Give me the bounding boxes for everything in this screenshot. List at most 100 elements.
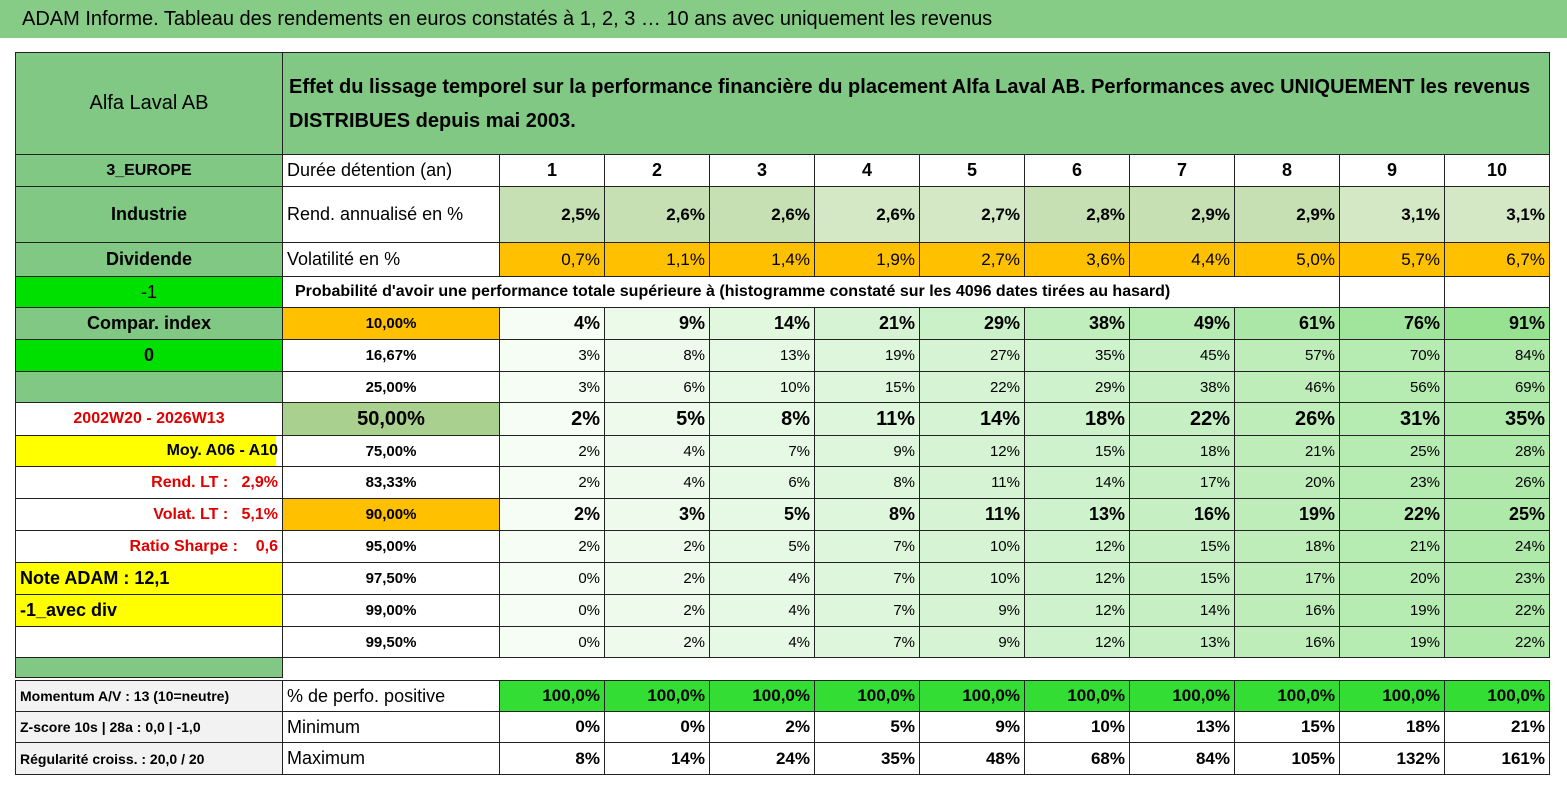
probability-value: 15% xyxy=(1025,436,1130,467)
year: 4 xyxy=(815,155,920,187)
probability-value: 18% xyxy=(1025,403,1130,436)
probability-value: 11% xyxy=(815,403,920,436)
summary-side: Momentum A/V : 13 (10=neutre) xyxy=(15,680,283,712)
summary-value: 9% xyxy=(920,712,1025,743)
row-label: Maximum xyxy=(283,743,500,775)
probability-value: 3% xyxy=(500,372,605,403)
probability-value: 22% xyxy=(920,372,1025,403)
probability-value: 2% xyxy=(500,531,605,563)
return-value: 2,6% xyxy=(605,187,710,243)
probability-value: 16% xyxy=(1235,627,1340,658)
summary-value: 0% xyxy=(500,712,605,743)
side-label: -1_avec div xyxy=(15,595,283,627)
probability-value: 19% xyxy=(815,340,920,372)
probability-value: 9% xyxy=(605,308,710,340)
probability-value: 56% xyxy=(1340,372,1445,403)
return-value: 2,5% xyxy=(500,187,605,243)
year: 6 xyxy=(1025,155,1130,187)
summary-value: 100,0% xyxy=(1130,680,1235,712)
volatility-value: 5,7% xyxy=(1340,243,1445,277)
probability-value: 45% xyxy=(1130,340,1235,372)
probability-value: 11% xyxy=(920,499,1025,531)
probability-value: 26% xyxy=(1445,467,1550,499)
threshold: 16,67% xyxy=(283,340,500,372)
probability-value: 0% xyxy=(500,595,605,627)
probability-value: 6% xyxy=(605,372,710,403)
probability-value: 13% xyxy=(710,340,815,372)
summary-value: 100,0% xyxy=(500,680,605,712)
side-label: 0 xyxy=(15,340,283,372)
threshold: 50,00% xyxy=(283,403,500,436)
probability-value: 14% xyxy=(920,403,1025,436)
probability-value: 16% xyxy=(1130,499,1235,531)
summary-value: 161% xyxy=(1445,743,1550,775)
probability-value: 24% xyxy=(1445,531,1550,563)
summary-value: 105% xyxy=(1235,743,1340,775)
probability-value: 21% xyxy=(815,308,920,340)
probability-value: 5% xyxy=(710,499,815,531)
side-empty xyxy=(15,658,283,678)
probability-value: 23% xyxy=(1340,467,1445,499)
probability-value: 4% xyxy=(710,627,815,658)
probability-value: 29% xyxy=(920,308,1025,340)
probability-value: 12% xyxy=(1025,595,1130,627)
return-value: 2,6% xyxy=(710,187,815,243)
side-label: Compar. index xyxy=(15,308,283,340)
summary-value: 10% xyxy=(1025,712,1130,743)
probability-value: 38% xyxy=(1025,308,1130,340)
probability-value: 0% xyxy=(500,563,605,595)
probability-value: 25% xyxy=(1445,499,1550,531)
probability-value: 2% xyxy=(605,627,710,658)
probability-value: 2% xyxy=(500,499,605,531)
probability-value: 8% xyxy=(815,467,920,499)
probability-value: 14% xyxy=(1025,467,1130,499)
volatility-value: 1,9% xyxy=(815,243,920,277)
summary-side: Z-score 10s | 28a : 0,0 | -1,0 xyxy=(15,712,283,743)
probability-value: 20% xyxy=(1235,467,1340,499)
summary-value: 100,0% xyxy=(605,680,710,712)
probability-value: 5% xyxy=(605,403,710,436)
probability-value: 27% xyxy=(920,340,1025,372)
probability-value: 12% xyxy=(1025,563,1130,595)
year: 2 xyxy=(605,155,710,187)
year: 8 xyxy=(1235,155,1340,187)
return-value: 2,9% xyxy=(1130,187,1235,243)
probability-value: 35% xyxy=(1445,403,1550,436)
summary-value: 100,0% xyxy=(1445,680,1550,712)
summary-value: 0% xyxy=(605,712,710,743)
volatility-value: 6,7% xyxy=(1445,243,1550,277)
summary-value: 2% xyxy=(710,712,815,743)
return-value: 2,9% xyxy=(1235,187,1340,243)
probability-value: 61% xyxy=(1235,308,1340,340)
probability-value: 10% xyxy=(920,563,1025,595)
probability-value: 14% xyxy=(1130,595,1235,627)
return-value: 2,7% xyxy=(920,187,1025,243)
empty xyxy=(1340,277,1445,308)
threshold: 10,00% xyxy=(283,308,500,340)
probability-title: Probabilité d'avoir une performance tota… xyxy=(283,277,1340,308)
probability-value: 9% xyxy=(920,627,1025,658)
company-name: Alfa Laval AB xyxy=(15,52,283,155)
threshold: 83,33% xyxy=(283,467,500,499)
threshold: 99,00% xyxy=(283,595,500,627)
probability-value: 14% xyxy=(710,308,815,340)
probability-value: 8% xyxy=(710,403,815,436)
probability-value: 9% xyxy=(815,436,920,467)
probability-value: 35% xyxy=(1025,340,1130,372)
summary-value: 13% xyxy=(1130,712,1235,743)
side-label: 3_EUROPE xyxy=(15,155,283,187)
probability-value: 16% xyxy=(1235,595,1340,627)
probability-value: 8% xyxy=(815,499,920,531)
probability-value: 12% xyxy=(1025,627,1130,658)
probability-value: 12% xyxy=(920,436,1025,467)
probability-value: 29% xyxy=(1025,372,1130,403)
summary-value: 24% xyxy=(710,743,815,775)
probability-value: 6% xyxy=(710,467,815,499)
side-label: 2002W20 - 2026W13 xyxy=(15,403,283,436)
probability-value: 13% xyxy=(1130,627,1235,658)
threshold: 90,00% xyxy=(283,499,500,531)
probability-value: 22% xyxy=(1130,403,1235,436)
return-value: 3,1% xyxy=(1340,187,1445,243)
year: 5 xyxy=(920,155,1025,187)
summary-value: 8% xyxy=(500,743,605,775)
